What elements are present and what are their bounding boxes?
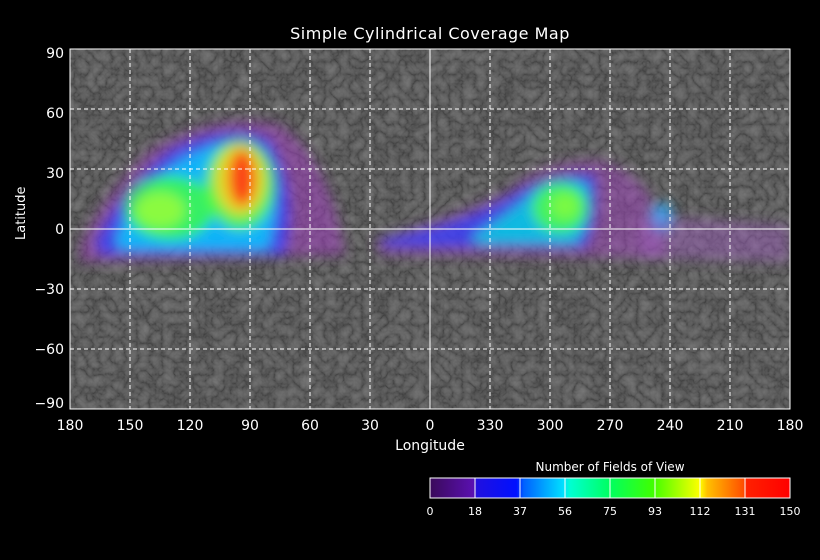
colorbar-tick: 150 (779, 505, 801, 518)
colorbar-tick: 93 (648, 505, 662, 518)
colorbar-tick: 37 (513, 505, 527, 518)
x-tick: 90 (241, 418, 259, 434)
colorbar-title: Number of Fields of View (535, 460, 685, 474)
x-tick: 210 (716, 418, 744, 434)
colorbar-tick: 56 (558, 505, 572, 518)
x-tick: 30 (361, 418, 379, 434)
colorbar-tick: 75 (603, 505, 617, 518)
y-tick: 90 (46, 46, 64, 62)
y-tick: 30 (46, 166, 64, 182)
map-title: Simple Cylindrical Coverage Map (290, 24, 570, 43)
colorbar (429, 477, 791, 499)
x-tick: 0 (425, 418, 435, 434)
colorbar-tick: 0 (426, 505, 434, 518)
y-tick: −90 (34, 396, 64, 412)
colorbar-tick: 112 (689, 505, 711, 518)
colorbar-tick: 131 (734, 505, 756, 518)
x-tick: 180 (776, 418, 804, 434)
colorbar-tick: 18 (468, 505, 482, 518)
x-tick: 270 (596, 418, 624, 434)
y-tick: 60 (46, 106, 64, 122)
y-tick: 0 (55, 222, 64, 238)
basemap (70, 49, 790, 409)
x-tick: 300 (536, 418, 564, 434)
x-tick: 240 (656, 418, 684, 434)
y-tick: −30 (34, 282, 64, 298)
x-tick: 150 (116, 418, 144, 434)
x-tick: 60 (301, 418, 319, 434)
x-tick: 180 (56, 418, 84, 434)
x-tick: 330 (476, 418, 504, 434)
plot-frame (69, 48, 791, 410)
x-axis-label: Longitude (395, 438, 465, 454)
x-tick: 120 (176, 418, 204, 434)
y-tick: −60 (34, 342, 64, 358)
coverage-overlay (80, 120, 790, 262)
